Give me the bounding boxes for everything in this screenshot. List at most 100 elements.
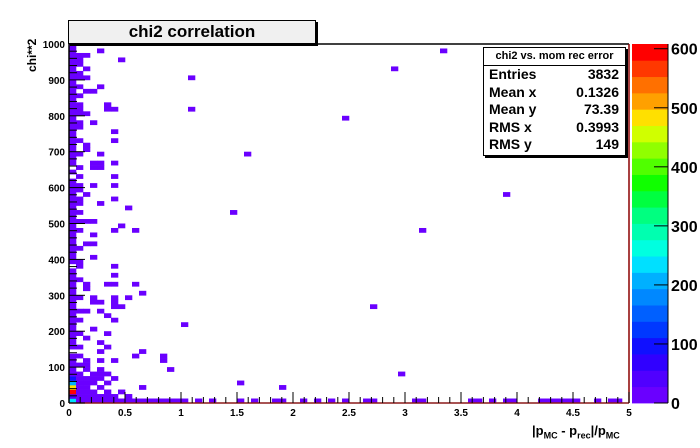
stats-label: RMS x [489,118,532,135]
histogram-bin [69,398,77,404]
histogram-bin [552,398,560,404]
histogram-bin [342,115,350,121]
y-axis-label: chi**2 [25,38,39,72]
palette-band [632,354,668,371]
histogram-bin [237,398,245,404]
histogram-bin [90,326,98,332]
histogram-bin [83,398,91,404]
histogram-bin [83,142,91,148]
histogram-bin [76,165,84,170]
y-tick-label: 400 [48,255,65,266]
histogram-bin [69,358,77,363]
histogram-bin [342,398,350,404]
z-tick-label: 300 [671,219,698,236]
histogram-bin [111,376,119,381]
stats-value: 0.1326 [576,83,619,100]
histogram-bin [69,295,77,301]
histogram-bin [118,398,126,404]
histogram-bin [69,259,77,265]
y-tick-label: 500 [48,220,65,231]
histogram-bin [104,102,112,108]
y-tick-label: 700 [48,148,65,159]
histogram-bin [97,151,105,157]
histogram-bin [279,398,287,404]
axes: 0 0.5 1 1.5 2 2.5 3 3.5 4 4.5 5 0 100 200 300 400 500 600… [43,40,632,419]
histogram-bin [118,223,126,229]
histogram-bin [118,389,126,395]
histogram-bin [69,376,77,381]
xlabel-subscript: MC [605,430,620,441]
histogram-bin [69,160,77,166]
histogram-bin [489,398,497,404]
histogram-bin [440,48,448,54]
histogram-bin [69,210,77,215]
histogram-bin [76,245,84,251]
histogram-bin [69,308,77,314]
histogram-bin [97,376,105,381]
histogram-bin [76,263,84,269]
histogram-bin [69,205,77,211]
histogram-bin [76,219,84,224]
histogram-bin [181,322,189,328]
histogram-bin [76,344,84,350]
histogram-bin [244,151,252,157]
stats-value: 73.39 [583,101,619,117]
palette-band [632,305,668,322]
histogram-bin [83,88,91,94]
histogram-bin [111,358,119,363]
histogram-bin [69,389,77,395]
histogram-bin [608,398,616,404]
histogram-bin [111,281,119,287]
xlabel-part: |/p [590,423,606,438]
histogram-bin [615,398,623,404]
histogram-bin [69,367,77,372]
histogram-bin [111,295,119,301]
histogram-bin [76,317,84,323]
stats-box: chi2 vs. mom rec error Entries 3832 Mean … [483,47,626,156]
histogram-bin [76,331,84,336]
histogram-bin [139,349,147,354]
histogram-bin [111,263,119,269]
histogram-bin [76,120,84,126]
histogram-bin [69,142,77,148]
histogram-bin [76,196,84,202]
histogram-bin [97,308,105,314]
histogram-bin [132,398,140,404]
histogram-bin [97,165,105,170]
histogram-bin [69,88,77,94]
histogram-bin [538,398,546,404]
histogram-bin [76,174,84,179]
histogram-bin [69,272,77,278]
palette-band [632,207,668,224]
histogram-bin [69,214,77,220]
histogram-bin [69,254,77,260]
histogram-bin [153,398,161,404]
histogram-bin [69,115,77,121]
z-tick-label: 400 [671,160,698,177]
histogram-bin [83,367,91,372]
histogram-bin [69,133,77,139]
z-tick-label: 500 [671,101,698,118]
histogram-bin [83,389,91,395]
histogram-bin [83,286,91,292]
x-tick-label: 0 [66,408,72,419]
histogram-bin [83,147,91,152]
histogram-bin [83,385,91,390]
histogram-bin [90,380,98,386]
x-tick-label: 4.5 [566,408,580,419]
z-tick-label: 600 [671,42,698,59]
stats-row-mean-x: Mean x 0.1326 [484,84,625,102]
histogram-bin [69,313,77,319]
histogram-bin [83,111,91,117]
histogram-bin [83,192,91,197]
histogram-bin [503,192,511,197]
histogram-bin [76,376,84,381]
stats-value: 149 [595,136,619,152]
palette-band [632,109,668,126]
histogram-bin [69,79,77,85]
histogram-bin [83,308,91,314]
histogram-bin [230,210,238,215]
histogram-bin [69,317,77,323]
histogram-bin [69,106,77,112]
histogram-bin [76,93,84,99]
